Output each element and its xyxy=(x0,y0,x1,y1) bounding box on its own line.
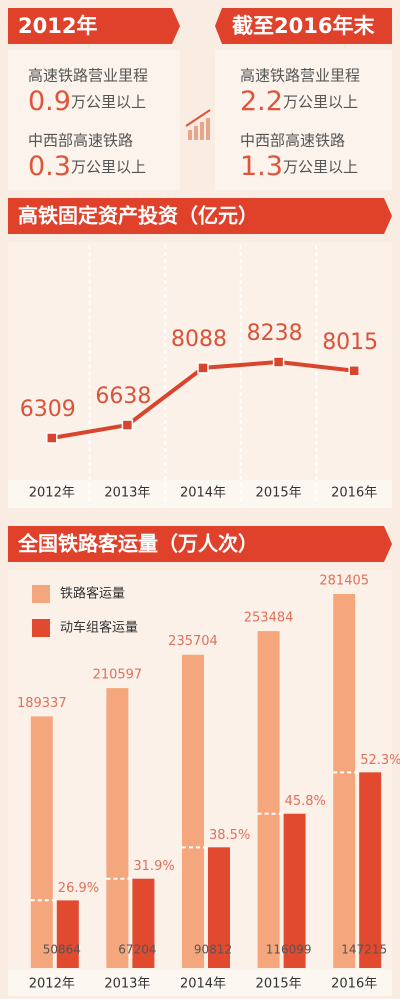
item-label: 中西部高速铁路 xyxy=(28,132,133,150)
bar xyxy=(208,847,230,968)
unit: 万公里以上 xyxy=(283,158,358,176)
value: 0.3 xyxy=(28,151,71,182)
x-tick-label: 2016年 xyxy=(331,977,377,992)
title-banner xyxy=(8,526,392,562)
unit: 万公里以上 xyxy=(71,158,146,176)
bar xyxy=(132,878,155,968)
axis-strip xyxy=(8,480,392,508)
value-label: 90812 xyxy=(194,943,232,957)
x-tick-label: 2013年 xyxy=(104,486,150,501)
chart-title: 全国铁路客运量（万人次） xyxy=(17,532,258,556)
share-label: 31.9% xyxy=(133,859,174,874)
share-label: 45.8% xyxy=(285,794,326,809)
panel-tag: 2012年 xyxy=(18,14,97,38)
value: 1.3 xyxy=(240,151,283,182)
panel-bg xyxy=(8,50,180,190)
share-label: 26.9% xyxy=(58,881,99,896)
x-tick-label: 2015年 xyxy=(256,486,302,501)
item-label: 高速铁路营业里程 xyxy=(28,67,148,85)
chart-title: 高铁固定资产投资（亿元） xyxy=(18,204,258,228)
value-label: 147215 xyxy=(341,943,387,957)
item-label: 高速铁路营业里程 xyxy=(240,67,360,85)
point xyxy=(272,356,285,368)
bar xyxy=(359,772,382,968)
value-label: 8015 xyxy=(322,330,378,355)
item-value: 1.3万公里以上 xyxy=(240,151,358,182)
bar xyxy=(333,594,356,968)
x-tick-label: 2016年 xyxy=(331,486,377,501)
title-banner xyxy=(8,198,392,234)
item-label: 中西部高速铁路 xyxy=(240,132,345,150)
x-tick-label: 2014年 xyxy=(180,977,226,992)
legend-swatch xyxy=(32,585,50,603)
growth-icon xyxy=(185,109,211,140)
unit: 万公里以上 xyxy=(71,93,146,111)
value-label: 8238 xyxy=(247,321,303,346)
value-label: 67204 xyxy=(118,943,156,957)
value: 2.2 xyxy=(240,86,283,117)
x-tick-label: 2015年 xyxy=(256,977,302,992)
panel-bg xyxy=(215,50,392,190)
bar xyxy=(182,654,204,968)
x-tick-label: 2014年 xyxy=(180,486,226,501)
tag-banner xyxy=(215,8,392,44)
value-label: 281405 xyxy=(319,574,369,589)
value: 0.9 xyxy=(28,86,71,117)
point xyxy=(46,432,58,444)
point xyxy=(121,419,134,431)
value-label: 189337 xyxy=(17,696,67,711)
legend-swatch xyxy=(32,619,50,637)
panel-tag: 截至2016年末 xyxy=(232,14,375,38)
value-label: 253484 xyxy=(244,611,294,626)
value-label: 50864 xyxy=(43,943,81,957)
share-label: 38.5% xyxy=(209,828,250,843)
legend-label: 铁路客运量 xyxy=(60,586,125,602)
value-label: 8088 xyxy=(171,327,227,352)
share-label: 52.3% xyxy=(360,753,400,768)
value-label: 116099 xyxy=(266,943,312,957)
plot-bg xyxy=(8,242,392,508)
value-label: 6638 xyxy=(95,384,151,409)
tag-banner xyxy=(8,8,180,44)
item-value: 2.2万公里以上 xyxy=(240,86,358,117)
axis-strip xyxy=(8,970,392,996)
value-label: 210597 xyxy=(93,668,143,683)
point xyxy=(197,362,209,374)
bar xyxy=(106,688,129,968)
unit: 万公里以上 xyxy=(283,93,358,111)
value-label: 235704 xyxy=(168,634,218,649)
item-value: 0.9万公里以上 xyxy=(28,86,146,117)
bar xyxy=(283,813,306,968)
x-tick-label: 2013年 xyxy=(104,977,150,992)
item-value: 0.3万公里以上 xyxy=(28,151,146,182)
point xyxy=(348,365,360,377)
value-label: 6309 xyxy=(20,397,76,422)
x-tick-label: 2012年 xyxy=(29,977,75,992)
bar xyxy=(257,631,280,968)
bar xyxy=(30,716,53,968)
x-tick-label: 2012年 xyxy=(29,486,75,501)
legend-label: 动车组客运量 xyxy=(60,620,138,636)
bar xyxy=(56,900,79,968)
